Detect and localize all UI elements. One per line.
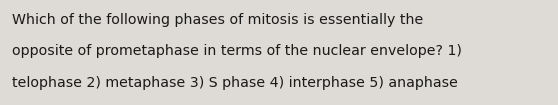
- Text: telophase 2) metaphase 3) S phase 4) interphase 5) anaphase: telophase 2) metaphase 3) S phase 4) int…: [12, 76, 458, 90]
- Text: Which of the following phases of mitosis is essentially the: Which of the following phases of mitosis…: [12, 13, 424, 27]
- Text: opposite of prometaphase in terms of the nuclear envelope? 1): opposite of prometaphase in terms of the…: [12, 44, 462, 58]
